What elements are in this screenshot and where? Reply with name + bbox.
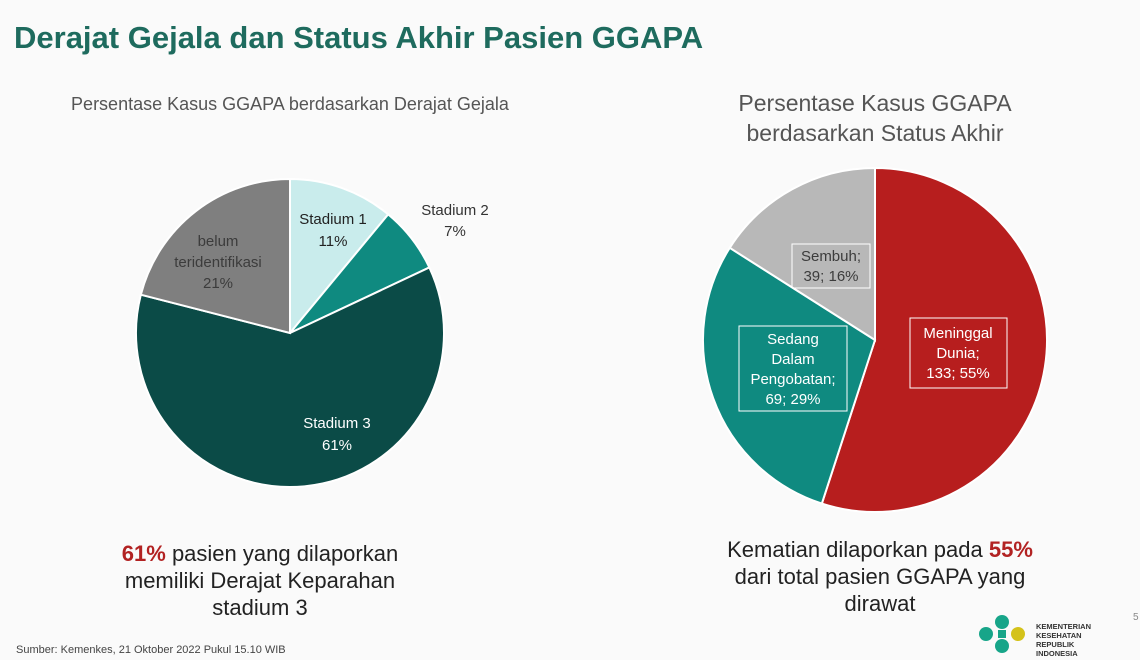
stadium3-label-name: Stadium 3 <box>303 415 371 432</box>
meninggal-label-line2: Dunia; <box>936 345 979 362</box>
sedang-label-line1: Sedang <box>767 331 819 348</box>
sembuh-label-line1: Sembuh; <box>801 248 861 265</box>
stadium3-label-pct: 61% <box>322 437 352 454</box>
left-chart-title: Persentase Kasus GGAPA berdasarkan Deraj… <box>71 94 509 114</box>
belum-label-pct: 21% <box>203 275 233 292</box>
meninggal-label-box <box>909 317 1008 389</box>
kemenkes-logo <box>979 615 1025 653</box>
page-number: 5 <box>1133 612 1139 623</box>
severity-slice-belum-teridentifikasi <box>139 177 291 335</box>
sedang-label-line3: Pengobatan; <box>750 371 835 388</box>
severity-summary: 61% pasien yang dilaporkan memiliki Dera… <box>60 540 460 621</box>
status-summary: Kematian dilaporkan pada 55% dari total … <box>690 536 1070 617</box>
severity-summary-line2: memiliki Derajat Keparahan <box>124 568 396 593</box>
stadium2-label-pct: 7% <box>444 223 466 240</box>
meninggal-label-line1: Meninggal <box>923 325 992 342</box>
logo-text: KEMENTERIAN KESEHATAN REPUBLIK INDONESIA <box>1036 622 1092 658</box>
sedang-label-box <box>738 325 848 412</box>
stadium1-label-pct: 11% <box>319 233 348 250</box>
sembuh-label-line2: 39; 16% <box>803 268 858 285</box>
severity-summary-line3: stadium 3 <box>212 595 308 620</box>
source-note: Sumber: Kemenkes, 21 Oktober 2022 Pukul … <box>16 644 286 656</box>
right-chart-title: Persentase Kasus GGAPA berdasarkan Statu… <box>738 90 1012 146</box>
sedang-label-line4: 69; 29% <box>765 391 820 408</box>
belum-label-line1: belum <box>198 233 239 250</box>
status-summary-line1: Kematian dilaporkan pada <box>727 537 989 562</box>
severity-summary-highlight: 61% <box>121 541 166 566</box>
sembuh-label-box <box>791 243 871 289</box>
stadium2-label-name: Stadium 2 <box>421 202 489 219</box>
status-summary-line2: dari total pasien GGAPA yang <box>734 564 1026 589</box>
status-slice-sedang-dalam-pengobatan <box>702 246 877 505</box>
status-summary-line3: dirawat <box>844 591 916 616</box>
severity-slice-stadium-3 <box>135 266 445 488</box>
status-summary-highlight: 55% <box>988 537 1033 562</box>
slide-title: Derajat Gejala dan Status Akhir Pasien G… <box>14 20 704 55</box>
severity-summary-line1: pasien yang dilaporkan <box>165 541 399 566</box>
status-slice-sembuh <box>728 166 876 342</box>
stadium1-label-name: Stadium 1 <box>299 211 367 228</box>
severity-slice-stadium-1 <box>289 177 390 336</box>
sedang-label-line2: Dalam <box>771 351 814 368</box>
status-slice-meninggal-dunia <box>820 166 1048 513</box>
meninggal-label-line3: 133; 55% <box>926 365 989 382</box>
belum-label-line2: teridentifikasi <box>174 254 262 271</box>
